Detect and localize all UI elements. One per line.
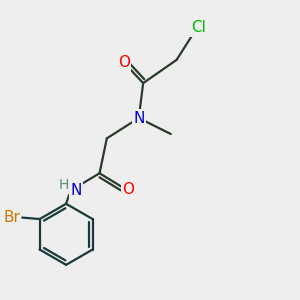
Text: Cl: Cl <box>191 20 206 35</box>
Text: Br: Br <box>3 210 20 225</box>
Text: H: H <box>59 178 69 193</box>
Text: O: O <box>123 182 135 197</box>
Text: N: N <box>70 183 81 198</box>
Text: N: N <box>133 110 145 125</box>
Text: O: O <box>118 55 130 70</box>
